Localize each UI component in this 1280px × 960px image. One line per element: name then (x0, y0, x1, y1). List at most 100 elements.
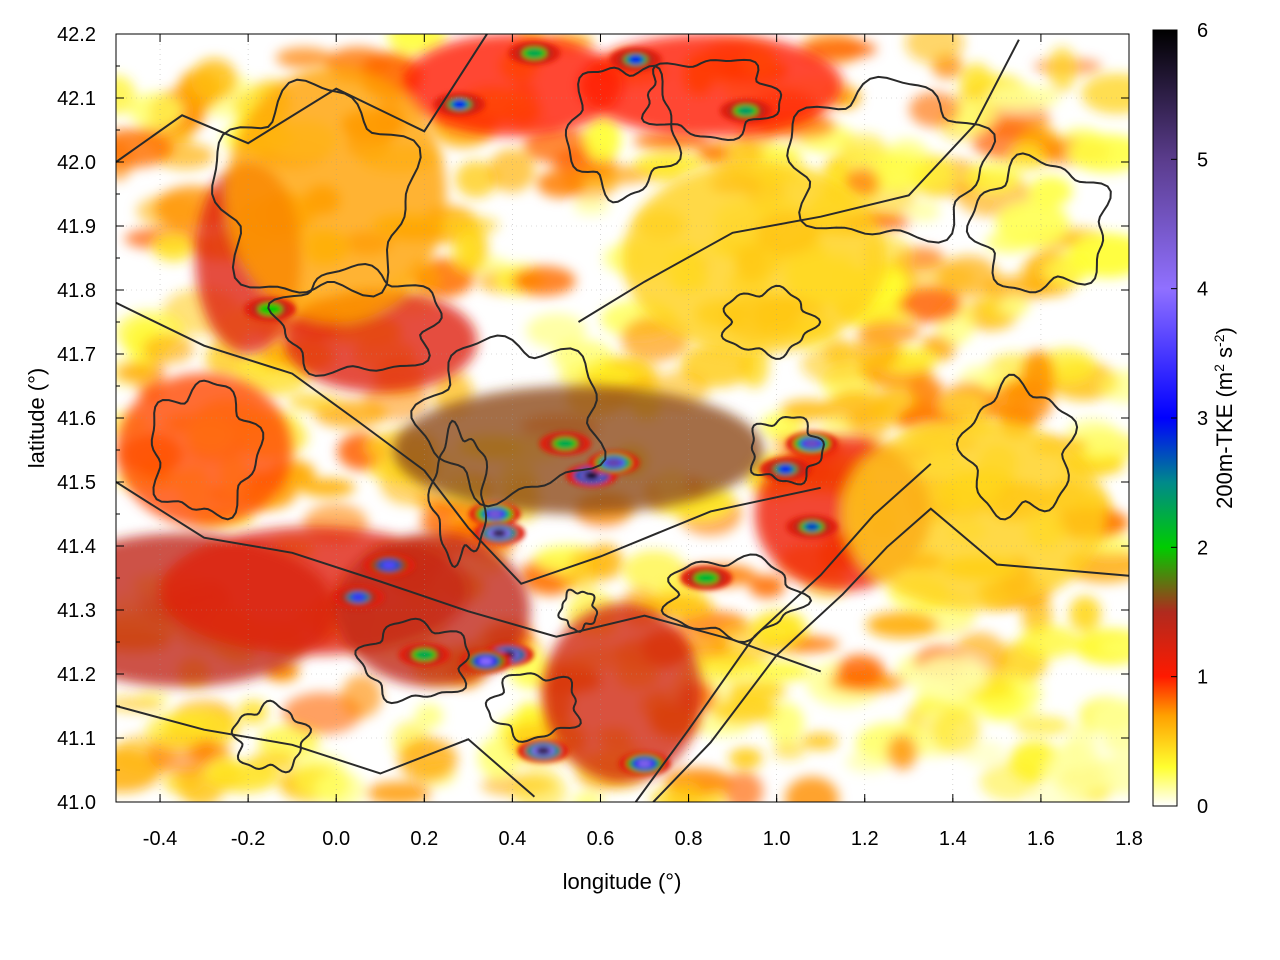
x-tick-label: -0.4 (143, 828, 177, 850)
colorbar: 0 1 2 3 4 5 6 200m-TKE (m2 s-2) (1152, 20, 1237, 818)
tke-hotspot (536, 746, 551, 755)
y-tick-label: 41.8 (57, 280, 96, 302)
terrain-contour (557, 588, 599, 633)
tke-hotspot (487, 510, 502, 518)
tke-speckle (886, 734, 918, 771)
tke-speckle (1090, 699, 1129, 740)
tke-hotspot (637, 759, 652, 768)
terrain-contours (116, 34, 1129, 802)
tke-speckle (1043, 750, 1117, 794)
terrain-contour (267, 262, 443, 377)
tke-speckle (1100, 736, 1129, 753)
tke-hotspot (492, 529, 507, 538)
tke-speckle (574, 165, 654, 185)
tke-band (116, 373, 293, 527)
tke-speckle (874, 152, 929, 193)
tke-speckle (979, 761, 1043, 802)
tke-speckle (995, 200, 1070, 248)
tke-speckle (275, 47, 333, 69)
colorbar-tick-label: 5 (1197, 149, 1208, 171)
tke-speckle (313, 774, 348, 802)
terrain-contour (955, 373, 1079, 521)
y-tick-label: 41.6 (57, 408, 96, 430)
terrain-contour (564, 64, 683, 204)
tke-speckle (116, 361, 157, 384)
tke-speckle (907, 377, 943, 401)
y-tick-label: 41.0 (57, 792, 96, 814)
x-tick-label: 0.4 (498, 828, 526, 850)
colorbar-label: 200m-TKE (m2 s-2) (1211, 327, 1237, 509)
tke-speckle (512, 266, 576, 296)
tke-speckle (571, 792, 605, 802)
x-tick-label: 0.2 (410, 828, 438, 850)
tke-speckle (622, 550, 686, 592)
tke-speckle (191, 58, 238, 102)
tke-speckle (152, 232, 195, 262)
tke-speckle (801, 733, 838, 750)
tke-speckle (1069, 233, 1129, 278)
tke-hotspot (351, 593, 366, 602)
y-axis: 41.0 41.1 41.2 41.3 41.4 41.5 41.6 41.7 41.8 41.9… (57, 24, 1129, 814)
x-tick-label: 0.0 (322, 828, 350, 850)
y-tick-label: 41.9 (57, 216, 96, 238)
tke-speckle (1067, 134, 1129, 173)
tke-speckle (836, 654, 885, 689)
tke-speckle (1028, 175, 1073, 207)
tke-speckle (238, 699, 269, 725)
tke-speckle (1008, 143, 1046, 172)
tke-speckle (536, 169, 586, 198)
y-tick-label: 41.7 (57, 344, 96, 366)
terrain-contour (640, 58, 783, 142)
tke-hotspot (558, 439, 573, 448)
x-axis: -0.4 -0.2 0.0 0.2 0.4 0.6 0.8 1.0 1.2 1.4 1.6 1.8 (143, 34, 1143, 850)
colorbar-tick-label: 6 (1197, 20, 1208, 42)
tke-speckle (899, 287, 962, 323)
tke-hotspot (527, 49, 542, 58)
tke-speckle (905, 34, 964, 64)
tke-speckle (341, 674, 382, 718)
y-tick-label: 41.5 (57, 472, 96, 494)
gridlines (116, 34, 1129, 802)
tke-speckle (1069, 596, 1101, 632)
tke-speckle (728, 748, 763, 769)
terrain-contour (354, 617, 471, 705)
tke-speckle (964, 161, 1022, 193)
terrain-contour (427, 419, 489, 569)
y-tick-label: 41.2 (57, 664, 96, 686)
tke-hotspot (804, 522, 819, 531)
tke-speckle (1021, 350, 1055, 399)
tke-speckle (415, 703, 444, 729)
tke-speckle (1047, 46, 1077, 93)
tke-speckle (709, 696, 778, 724)
tke-hotspot (606, 458, 621, 467)
tke-speckle (906, 200, 941, 223)
tke-speckle (999, 295, 1030, 316)
tke-speckle (971, 683, 1017, 701)
tke-band (543, 603, 702, 783)
x-tick-label: -0.2 (231, 828, 265, 850)
terrain-contour (116, 481, 822, 673)
colorbar-tick-label: 2 (1197, 537, 1208, 559)
x-tick-label: 0.6 (587, 828, 615, 850)
terrain-contour (749, 415, 825, 486)
tke-speckle (909, 91, 960, 128)
tke-speckle (840, 133, 887, 164)
tke-speckle (1081, 73, 1129, 114)
terrain-contour (116, 34, 489, 163)
tke-hotspot (263, 305, 278, 314)
x-tick-label: 1.0 (763, 828, 791, 850)
x-tick-label: 1.4 (939, 828, 967, 850)
tke-speckle (668, 780, 702, 802)
terrain-contour (150, 379, 265, 521)
tke-speckle (937, 255, 999, 298)
tke-speckle (1029, 785, 1088, 802)
terrain-contour (965, 152, 1112, 294)
tke-speckle (1098, 638, 1129, 656)
x-tick-label: 1.2 (851, 828, 879, 850)
y-tick-label: 41.4 (57, 536, 96, 558)
tke-speckle (913, 655, 987, 697)
colorbar-ticks: 0 1 2 3 4 5 6 (1171, 20, 1208, 818)
tke-speckle (866, 611, 939, 639)
tke-speckle (807, 39, 877, 59)
